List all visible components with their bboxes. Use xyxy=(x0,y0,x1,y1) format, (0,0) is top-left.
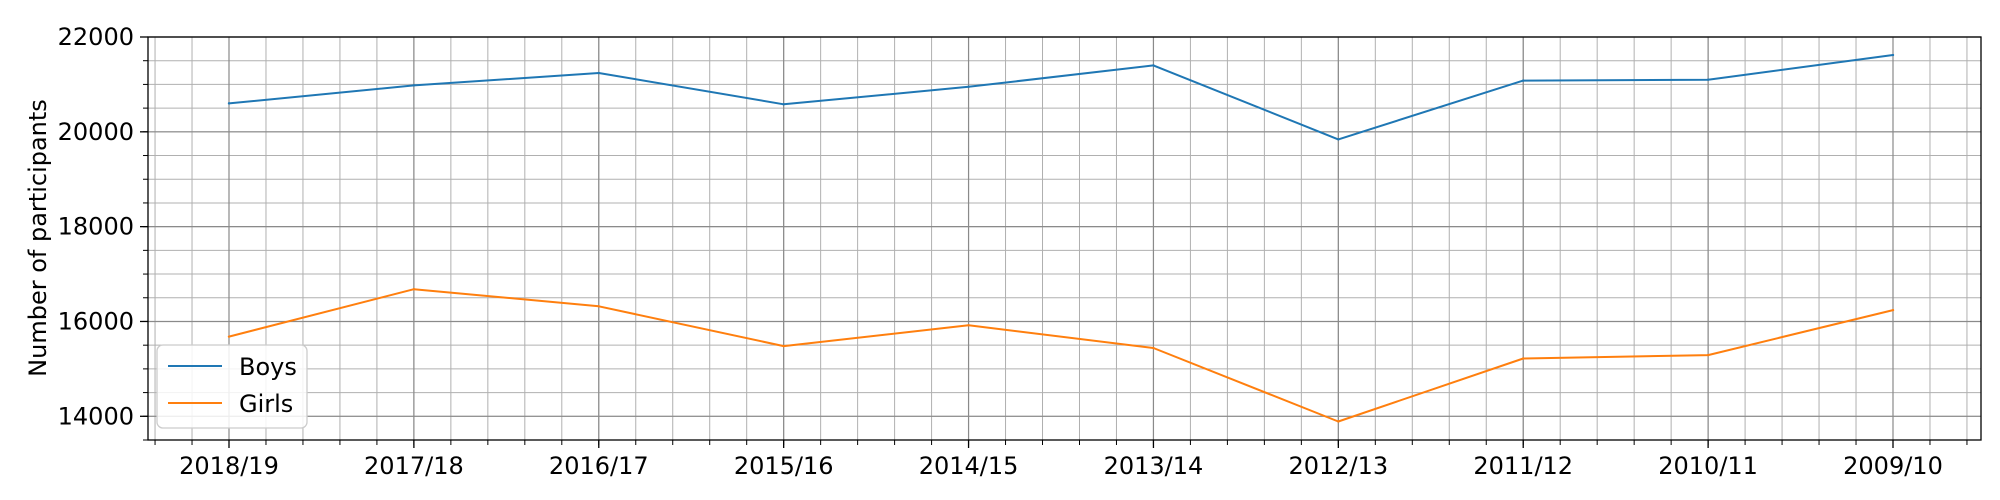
x-tick-label: 2017/18 xyxy=(364,452,464,480)
x-tick-label: 2014/15 xyxy=(919,452,1019,480)
y-tick-label: 16000 xyxy=(58,307,134,335)
minor-grid xyxy=(148,36,1981,441)
x-tick-label: 2015/16 xyxy=(734,452,834,480)
x-tick-label: 2011/12 xyxy=(1473,452,1573,480)
x-tick-labels: 2018/19 2017/18 2016/17 2015/16 2014/15 2013/… xyxy=(179,452,1943,480)
y-tick-label: 20000 xyxy=(58,118,134,146)
major-grid xyxy=(148,36,1981,440)
data-point-boys xyxy=(597,71,600,75)
data-point-boys xyxy=(1152,64,1155,67)
x-tick-label: 2016/17 xyxy=(549,452,649,480)
data-point-girls xyxy=(1337,420,1340,423)
data-point-boys xyxy=(1706,78,1710,81)
y-tick-label: 22000 xyxy=(58,23,134,51)
x-tick-label: 2010/11 xyxy=(1658,452,1758,480)
data-point-boys xyxy=(782,103,785,106)
y-tick-label: 18000 xyxy=(58,213,134,241)
data-point-girls xyxy=(782,344,785,348)
data-point-boys xyxy=(967,85,970,88)
data-point-boys xyxy=(1337,138,1340,141)
data-point-boys xyxy=(227,102,231,105)
data-point-girls xyxy=(1522,357,1525,360)
series-line-girls xyxy=(228,288,1894,423)
legend: Boys Girls xyxy=(156,344,308,429)
y-tick-label: 14000 xyxy=(58,402,134,430)
data-point-girls xyxy=(1152,346,1155,350)
x-tick-label: 2012/13 xyxy=(1288,452,1388,480)
x-tick-label: 2018/19 xyxy=(179,452,279,480)
series-line-boys xyxy=(228,54,1894,141)
y-axis-title: Number of participants xyxy=(24,99,52,377)
plot-frame xyxy=(147,36,1982,441)
x-tick-label: 2013/14 xyxy=(1104,452,1204,480)
axis-ticks xyxy=(140,36,1968,448)
data-point-girls xyxy=(967,324,970,327)
data-point-girls xyxy=(412,288,416,291)
x-tick-label: 2009/10 xyxy=(1843,452,1943,480)
data-point-boys xyxy=(1891,53,1895,57)
legend-label-girls: Girls xyxy=(239,390,293,418)
data-point-girls xyxy=(227,335,231,338)
data-point-girls xyxy=(597,305,600,308)
data-point-girls xyxy=(1891,308,1895,312)
y-tick-labels: 14000 16000 18000 20000 22000 xyxy=(58,23,134,430)
series-layer xyxy=(227,53,1895,423)
legend-label-boys: Boys xyxy=(239,353,297,381)
data-point-girls xyxy=(1706,353,1710,357)
data-point-boys xyxy=(1522,79,1525,82)
data-point-boys xyxy=(412,84,416,87)
